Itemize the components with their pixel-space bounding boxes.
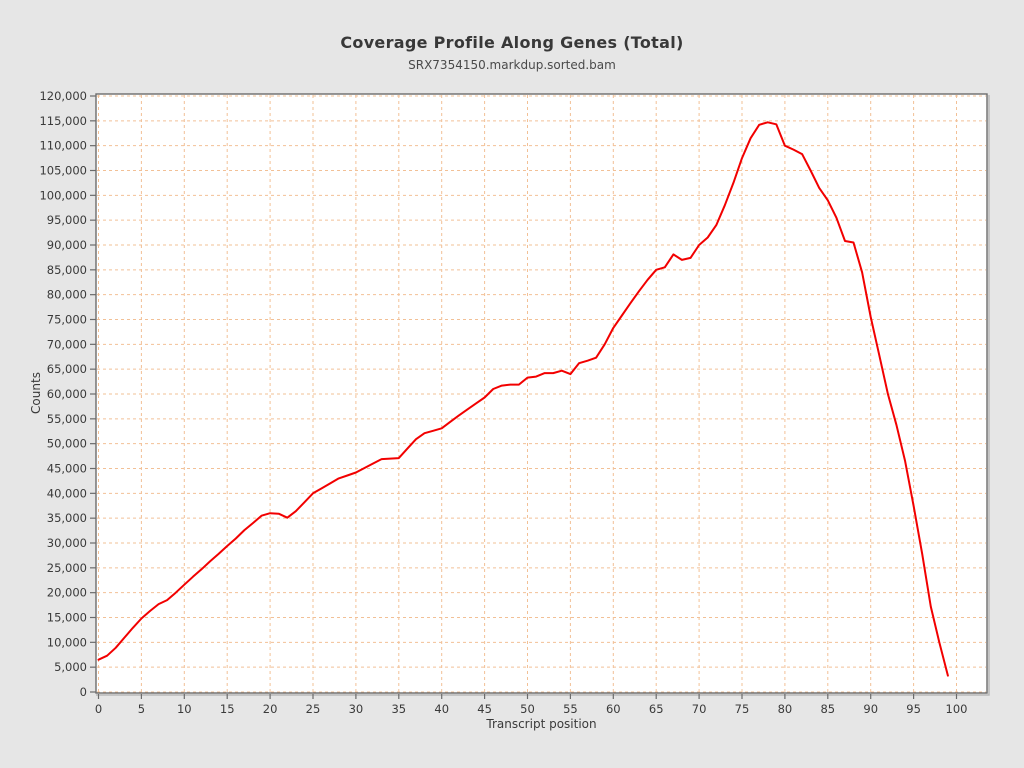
y-tick-label: 100,000 [39, 188, 87, 202]
y-tick-label: 20,000 [47, 586, 87, 600]
y-tick-label: 15,000 [47, 611, 87, 625]
chart-title: Coverage Profile Along Genes (Total) [340, 33, 684, 52]
x-axis-title: Transcript position [486, 717, 597, 731]
y-tick-label: 70,000 [47, 337, 87, 351]
x-tick-label: 50 [520, 702, 535, 716]
y-tick-label: 45,000 [47, 462, 87, 476]
y-tick-label: 80,000 [47, 288, 87, 302]
y-tick-label: 30,000 [47, 536, 87, 550]
x-tick-label: 40 [434, 702, 449, 716]
x-tick-label: 5 [138, 702, 145, 716]
x-tick-label: 0 [95, 702, 102, 716]
x-tick-label: 75 [735, 702, 750, 716]
x-tick-label: 55 [563, 702, 578, 716]
y-tick-label: 60,000 [47, 387, 87, 401]
y-tick-label: 25,000 [47, 561, 87, 575]
chart-subtitle: SRX7354150.markdup.sorted.bam [408, 58, 616, 72]
x-tick-label: 25 [306, 702, 321, 716]
y-tick-label: 0 [80, 685, 87, 699]
y-axis-title: Counts [29, 372, 43, 414]
y-tick-label: 40,000 [47, 486, 87, 500]
y-tick-label: 5,000 [54, 660, 87, 674]
x-tick-label: 85 [820, 702, 835, 716]
x-tick-label: 30 [349, 702, 364, 716]
y-tick-label: 105,000 [39, 164, 87, 178]
y-tick-label: 55,000 [47, 412, 87, 426]
y-tick-label: 85,000 [47, 263, 87, 277]
x-tick-label: 60 [606, 702, 621, 716]
y-tick-label: 120,000 [39, 89, 87, 103]
x-tick-label: 15 [220, 702, 235, 716]
y-tick-label: 95,000 [47, 213, 87, 227]
x-tick-label: 95 [906, 702, 921, 716]
y-tick-label: 90,000 [47, 238, 87, 252]
coverage-line [97, 121, 949, 677]
frame-shadow [96, 95, 990, 696]
x-tick-label: 80 [778, 702, 793, 716]
y-tick-label: 110,000 [39, 139, 87, 153]
y-tick-label: 35,000 [47, 511, 87, 525]
x-tick-label: 90 [863, 702, 878, 716]
x-tick-label: 35 [391, 702, 406, 716]
y-tick-label: 50,000 [47, 437, 87, 451]
x-tick-label: 10 [177, 702, 192, 716]
x-tick-label: 70 [692, 702, 707, 716]
y-tick-label: 115,000 [39, 114, 87, 128]
y-tick-label: 10,000 [47, 635, 87, 649]
x-tick-label: 100 [946, 702, 968, 716]
y-tick-label: 65,000 [47, 362, 87, 376]
x-tick-label: 65 [649, 702, 664, 716]
x-tick-label: 45 [477, 702, 492, 716]
y-tick-label: 75,000 [47, 313, 87, 327]
x-tick-label: 20 [263, 702, 278, 716]
